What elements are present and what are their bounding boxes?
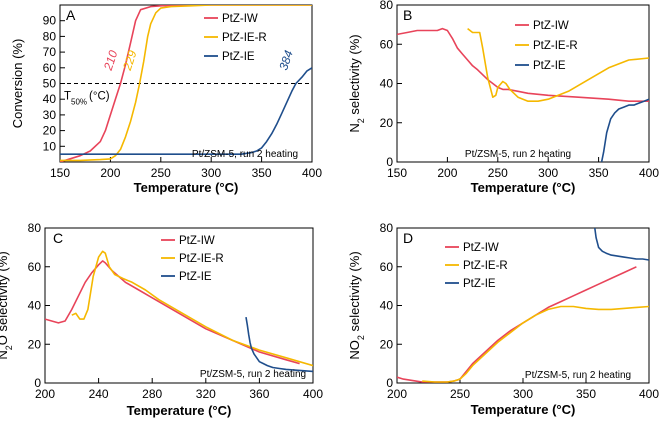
x-tick-label: 240	[89, 387, 109, 401]
x-tick-label: 400	[302, 166, 322, 180]
y-tick-label: 80	[380, 221, 394, 235]
series-line-ptz-iw	[397, 27, 649, 102]
y-tick-label: 80	[43, 29, 57, 43]
y-tick-label: 40	[380, 77, 394, 91]
y-tick-label: 70	[43, 45, 57, 59]
y-axis-label: N2O selectivity (%)	[0, 251, 14, 359]
x-axis-label: Temperature (°C)	[134, 180, 239, 195]
y-tick-label: 80	[28, 221, 42, 235]
t50-value-annotation: 229	[120, 48, 140, 73]
y-tick-label: 20	[43, 124, 57, 138]
x-tick-label: 350	[589, 166, 609, 180]
chart-panel-d: 200 250 300 350 400 0 20 40 60 80 Temperature (°C)…	[347, 221, 659, 417]
legend-entry: PtZ-IE	[533, 60, 566, 72]
series-line-ptz-ie	[594, 228, 649, 261]
series-line-ptz-ie-r	[71, 250, 313, 367]
legend-entry: PtZ-IE-R	[533, 40, 578, 52]
x-tick-label: 400	[639, 166, 659, 180]
x-tick-label: 250	[488, 166, 508, 180]
series-line-ptz-ie	[600, 98, 649, 162]
legend-entry: PtZ-IE-R	[463, 260, 508, 272]
x-tick-label: 200	[437, 166, 457, 180]
y-axis-label: NO2 selectivity (%)	[347, 251, 366, 359]
series-line-ptz-ie-r	[467, 27, 649, 102]
legend-entry: PtZ-IE-R	[179, 253, 224, 265]
x-tick-label: 300	[513, 387, 533, 401]
y-axis-label: N2 selectivity (%)	[347, 34, 366, 132]
y-tick-label: 20	[380, 116, 394, 130]
y-tick-label: 30	[43, 108, 57, 122]
x-tick-label: 320	[196, 387, 216, 401]
series-line-ptz-ie	[245, 316, 313, 373]
x-tick-label: 200	[100, 166, 120, 180]
y-tick-label: 20	[28, 337, 42, 351]
plot-frame	[44, 227, 314, 384]
series-line-ptz-iw	[60, 5, 312, 162]
y-tick-label: 40	[43, 92, 57, 106]
y-tick-label: 80	[380, 0, 394, 12]
x-tick-label: 150	[387, 166, 407, 180]
y-axis-label: Conversion (%)	[10, 39, 25, 129]
run-note: Pt/ZSM-5, run 2 heating	[525, 370, 631, 381]
y-tick-label: 60	[380, 37, 394, 51]
legend-entry: PtZ-IE-R	[222, 32, 267, 44]
y-tick-label: 50	[43, 77, 57, 91]
y-tick-label: 60	[380, 260, 394, 274]
t50-value-annotation: 384	[276, 48, 296, 72]
chart-panel-b: 150 200 250 300 350 400 0 20 40 60 80 Temperature (…	[347, 0, 659, 195]
legend-entry: PtZ-IW	[179, 235, 215, 247]
y-tick-label: 60	[43, 61, 57, 75]
x-tick-label: 250	[151, 166, 171, 180]
y-tick-label: 0	[34, 376, 41, 390]
x-tick-label: 350	[576, 387, 596, 401]
y-tick-label: 20	[380, 337, 394, 351]
x-tick-label: 300	[538, 166, 558, 180]
panel-letter: B	[403, 7, 412, 23]
series-line-ptz-ie-r	[422, 305, 649, 383]
legend-entry: PtZ-IE	[222, 51, 255, 63]
legend-entry: PtZ-IW	[222, 13, 258, 25]
run-note: Pt/ZSM-5, run 2 heating	[465, 149, 571, 160]
y-tick-label: 60	[28, 260, 42, 274]
series-line-ptz-ie-r	[60, 5, 312, 162]
x-tick-label: 350	[252, 166, 272, 180]
x-axis-label: Temperature (°C)	[471, 180, 576, 195]
legend-entry: PtZ-IE	[179, 271, 212, 283]
run-note: Pt/ZSM-5, run 2 heating	[192, 149, 298, 160]
x-tick-label: 360	[249, 387, 269, 401]
legend-entry: PtZ-IE	[463, 278, 496, 290]
x-axis-label: Temperature (°C)	[471, 402, 576, 417]
t50-value-annotation: 210	[101, 48, 121, 73]
y-tick-label: 40	[28, 299, 42, 313]
panel-letter: C	[53, 230, 63, 246]
run-note: Pt/ZSM-5, run 2 heating	[200, 369, 306, 380]
y-tick-label: 90	[43, 14, 57, 28]
x-tick-label: 300	[201, 166, 221, 180]
panel-letter: A	[66, 7, 76, 23]
legend-entry: PtZ-IW	[463, 242, 499, 254]
x-tick-label: 200	[387, 387, 407, 401]
x-tick-label: 200	[35, 387, 55, 401]
x-tick-label: 150	[50, 166, 70, 180]
panel-letter: D	[403, 230, 413, 246]
plot-frame	[396, 227, 650, 384]
x-tick-label: 250	[450, 387, 470, 401]
chart-panel-c: 200 240 280 320 360 400 0 20 40 60 80 Temperature (…	[0, 221, 323, 418]
plot-frame	[396, 4, 650, 163]
x-tick-label: 400	[639, 387, 659, 401]
y-tick-label: 40	[380, 299, 394, 313]
t50-label: T50% (°C)	[64, 91, 110, 107]
y-tick-label: 0	[386, 376, 393, 390]
chart-panel-a: 150 200 250 300 350 400102030405060708090Temp…	[10, 4, 322, 195]
x-tick-label: 280	[142, 387, 162, 401]
x-axis-label: Temperature (°C)	[127, 403, 232, 418]
series-line-ptz-iw	[397, 266, 637, 383]
series-line-ptz-ie	[60, 67, 312, 155]
y-tick-label: 10	[43, 139, 57, 153]
legend-entry: PtZ-IW	[533, 20, 569, 32]
y-tick-label: 0	[386, 155, 393, 169]
x-tick-label: 400	[303, 387, 323, 401]
